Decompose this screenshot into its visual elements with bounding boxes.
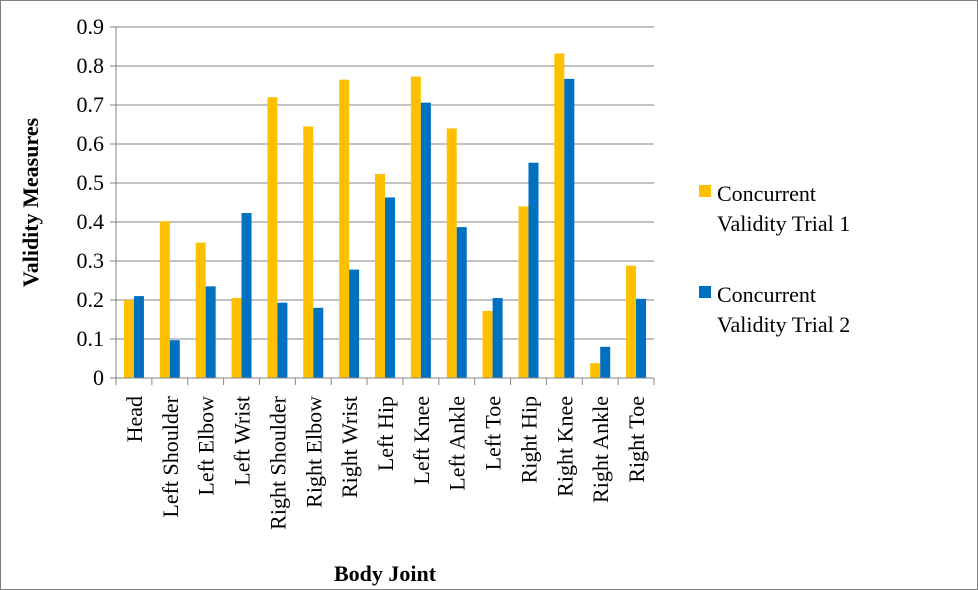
bar-trial-1 — [446, 128, 457, 378]
bar-trial-2 — [241, 213, 252, 378]
x-tick-label: Right Wrist — [337, 396, 362, 498]
x-tick-labels: Head Left Shoulder Left Elbow Left Wrist Rig… — [122, 395, 649, 530]
bar-trial-1 — [267, 97, 278, 378]
y-tick-labels: 0 0.1 0.2 0.3 0.4 0.5 0.6 0.7 0.8 0.9 — [77, 14, 105, 390]
y-tick-label: 0.5 — [77, 170, 105, 195]
x-tick-label: Left Toe — [481, 396, 506, 470]
legend-label: Concurrent — [717, 282, 816, 307]
x-tick-label: Left Shoulder — [158, 395, 183, 517]
legend-label: Validity Trial 2 — [717, 312, 850, 337]
x-tick-label: Left Ankle — [445, 396, 470, 491]
bar-trial-1 — [195, 242, 206, 378]
y-tick-label: 0.8 — [77, 53, 105, 78]
bar-trial-1 — [339, 79, 350, 379]
x-tick-label: Left Wrist — [230, 396, 255, 486]
bars-layer — [123, 53, 647, 379]
axes-layer — [110, 26, 655, 385]
x-tick-label: Left Elbow — [194, 396, 219, 496]
legend-label: Validity Trial 1 — [717, 211, 850, 236]
bar-trial-2 — [600, 346, 611, 378]
bar-trial-1 — [410, 76, 421, 378]
bar-trial-1 — [482, 310, 493, 378]
bar-trial-1 — [303, 126, 314, 378]
bar-trial-2 — [456, 227, 467, 378]
bar-trial-1 — [518, 206, 529, 378]
bar-trial-2 — [169, 340, 180, 378]
bar-trial-2 — [636, 298, 647, 378]
bar-trial-1 — [159, 221, 170, 378]
y-tick-label: 0.4 — [77, 209, 105, 234]
bar-trial-2 — [349, 269, 360, 378]
bar-trial-2 — [528, 162, 539, 378]
bar-trial-1 — [626, 265, 637, 378]
bar-trial-2 — [385, 197, 395, 378]
y-tick-label: 0.1 — [77, 326, 105, 351]
x-tick-label: Right Shoulder — [265, 395, 290, 530]
legend-label: Concurrent — [717, 181, 816, 206]
bar-trial-1 — [123, 300, 134, 378]
bar-trial-2 — [133, 296, 144, 378]
bar-trial-2 — [313, 307, 324, 378]
y-tick-label: 0.3 — [77, 248, 105, 273]
x-tick-label: Right Knee — [552, 396, 577, 497]
y-tick-label: 0.2 — [77, 287, 105, 312]
bar-trial-2 — [492, 298, 503, 378]
y-tick-label: 0.6 — [77, 131, 105, 156]
y-axis-title: Validity Measures — [18, 117, 43, 287]
x-tick-label: Right Hip — [516, 396, 541, 483]
y-tick-label: 0 — [93, 365, 104, 390]
legend: Concurrent Validity Trial 1 Concurrent Vali… — [699, 181, 850, 337]
bar-trial-2 — [205, 286, 216, 378]
y-tick-label: 0.7 — [77, 92, 105, 117]
bar-trial-1 — [231, 298, 242, 378]
bar-trial-2 — [420, 102, 431, 378]
x-tick-label: Head — [122, 396, 147, 442]
legend-swatch-trial-2 — [699, 286, 711, 298]
bar-trial-1 — [554, 53, 565, 379]
bar-trial-1 — [375, 174, 385, 378]
x-axis-title: Body Joint — [334, 561, 437, 586]
bar-trial-2 — [277, 302, 288, 378]
x-tick-label: Right Ankle — [588, 396, 613, 503]
y-tick-label: 0.9 — [77, 14, 105, 39]
x-tick-label: Left Knee — [409, 396, 434, 485]
legend-swatch-trial-1 — [699, 185, 711, 197]
x-tick-label: Left Hip — [373, 396, 398, 471]
bar-trial-2 — [564, 78, 575, 379]
bar-trial-1 — [590, 363, 601, 378]
x-tick-label: Right Toe — [624, 396, 649, 483]
x-tick-label: Right Elbow — [301, 396, 326, 508]
